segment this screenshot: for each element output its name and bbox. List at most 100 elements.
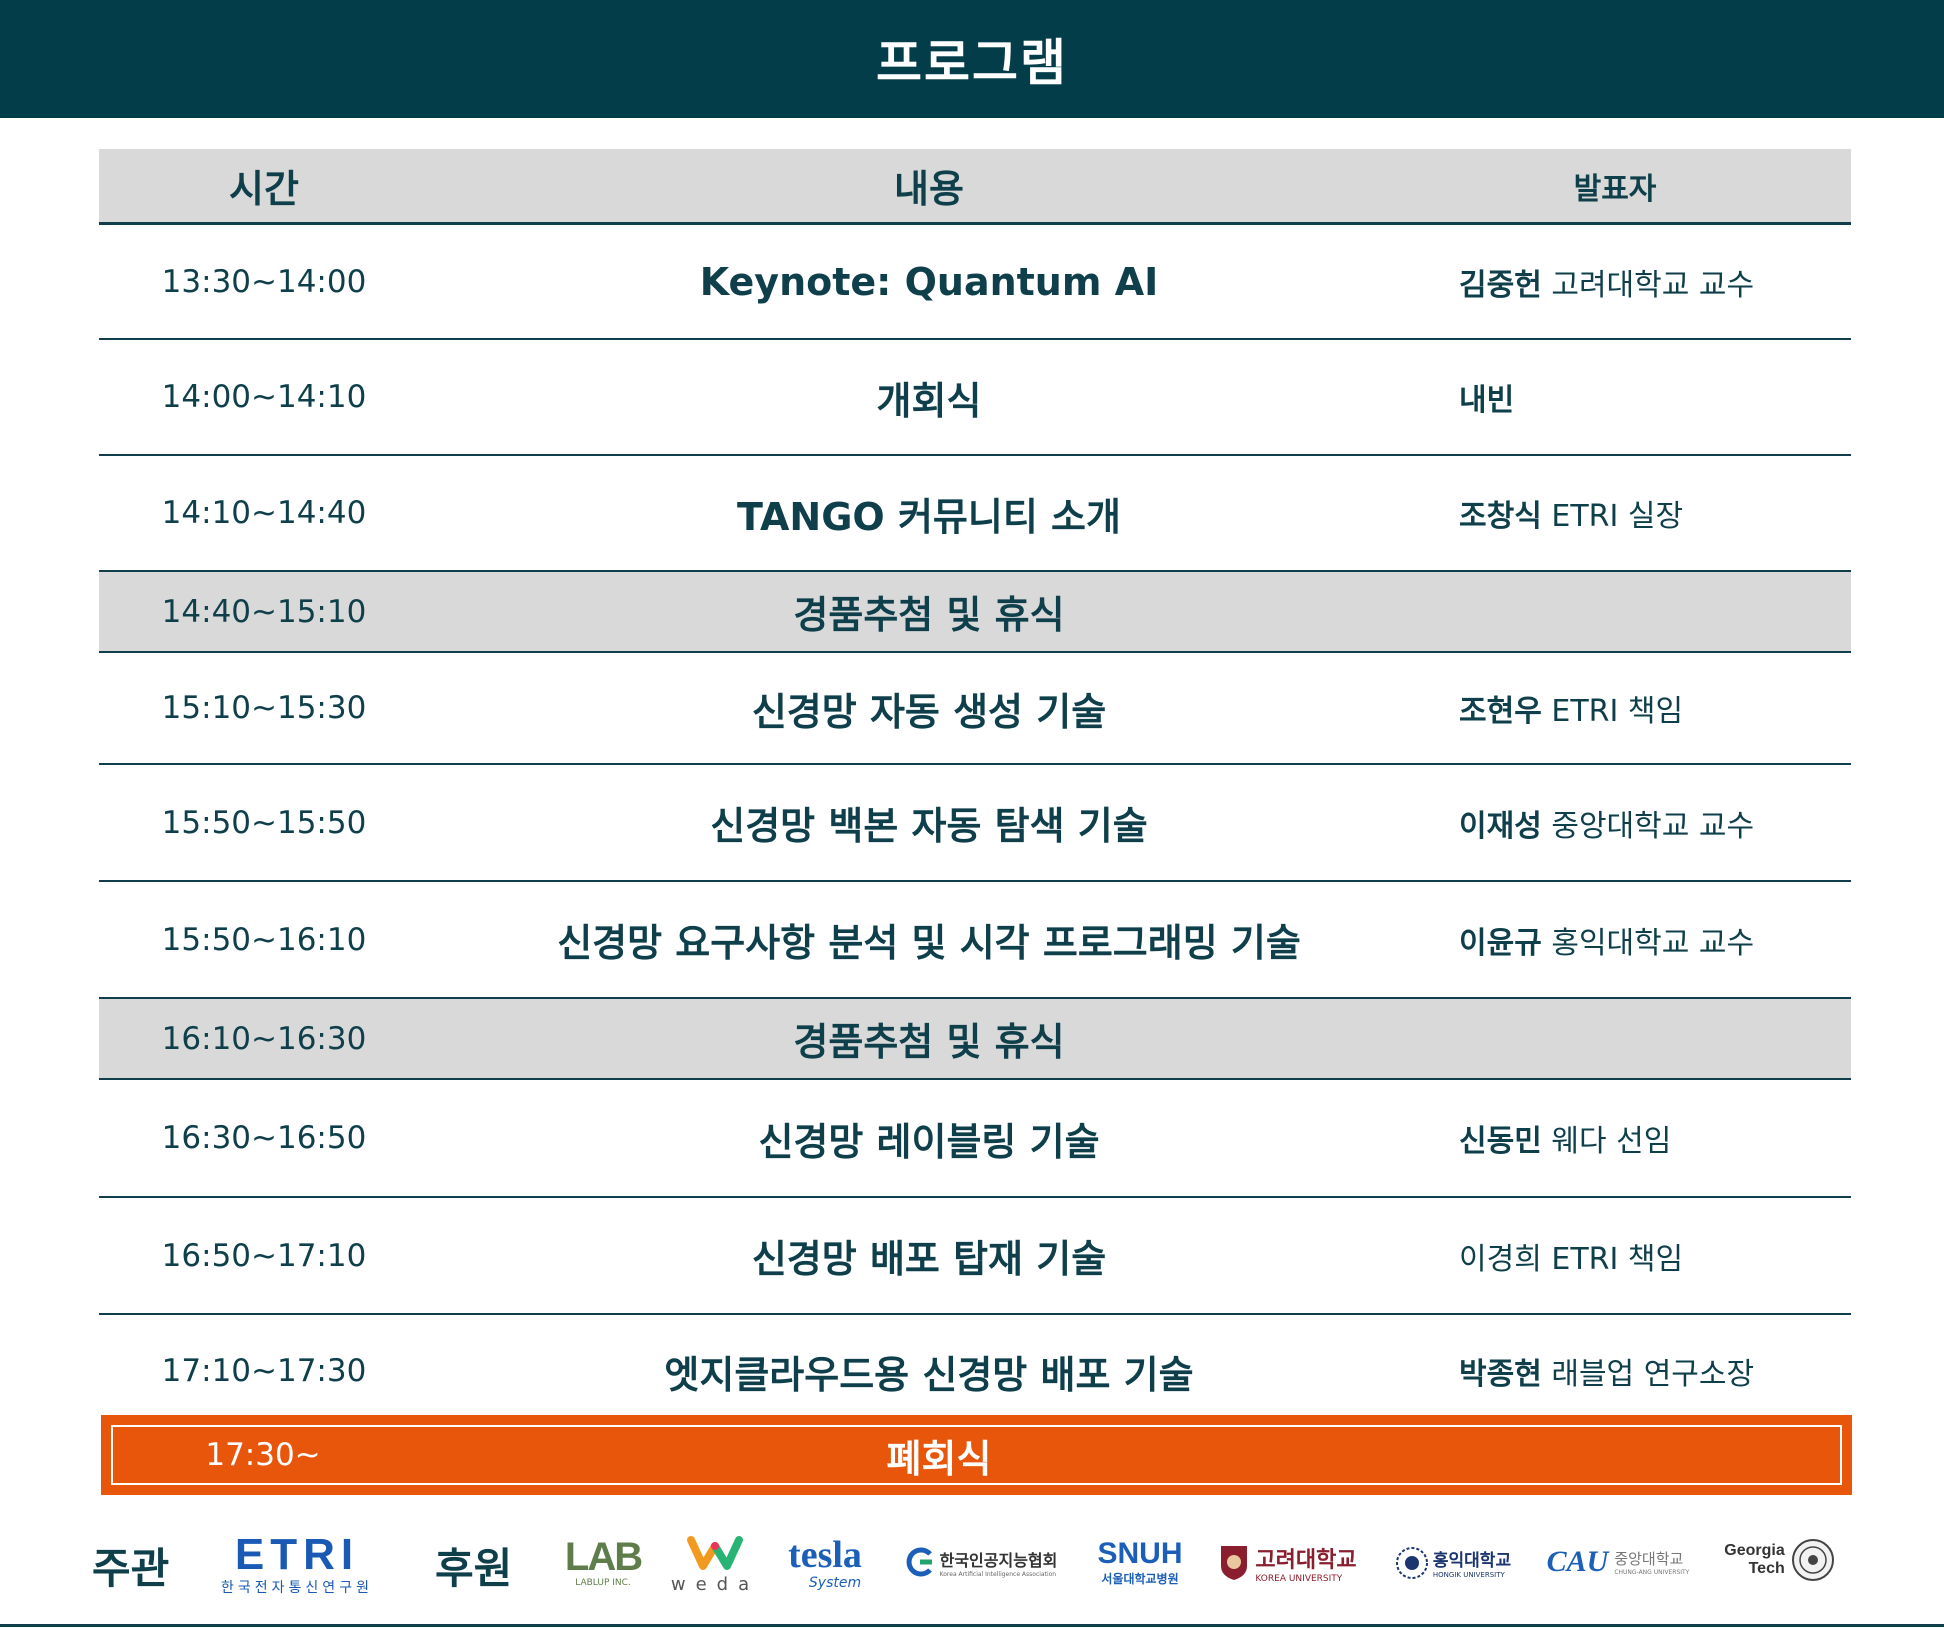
speaker-name: 이재성 xyxy=(1459,808,1542,844)
row-time: 16:10~16:30 xyxy=(161,1020,367,1057)
speaker-org: ETRI 책임 xyxy=(1551,1241,1684,1277)
row-content: 신경망 레이블링 기술 xyxy=(758,1119,1100,1164)
row-time: 15:10~15:30 xyxy=(161,690,367,726)
row-content: 신경망 배포 탑재 기술 xyxy=(751,1237,1107,1281)
snuh-logo-text: SNUH xyxy=(1097,1536,1183,1570)
row-time: 14:40~15:10 xyxy=(161,593,367,630)
row-content: 경품추첨 및 휴식 xyxy=(793,1020,1065,1064)
row-time: 13:30~14:00 xyxy=(161,263,367,300)
korea-univ-logo: 고려대학교 KOREA UNIVERSITY xyxy=(1213,1530,1363,1595)
speaker-name: 조현우 xyxy=(1459,694,1542,729)
speaker-name: 내빈 xyxy=(1459,383,1515,418)
speaker-name: 박종현 xyxy=(1459,1357,1542,1392)
hongik-univ-seal-icon xyxy=(1395,1546,1428,1579)
header-speaker: 발표자 xyxy=(1573,171,1657,207)
row-speaker: 이윤규 홍익대학교 교수 xyxy=(1429,918,1851,962)
table-row: 14:10~14:40 TANGO 커뮤니티 소개 조창식 ETRI 실장 xyxy=(99,456,1851,572)
kaia-logo: 한국인공지능협회 Korea Artificial Intelligence A… xyxy=(893,1537,1068,1587)
speaker-org: 중앙대학교 교수 xyxy=(1551,808,1755,844)
row-speaker: 신동민 웨다 선임 xyxy=(1429,1116,1851,1160)
row-time: 14:10~14:40 xyxy=(161,495,367,531)
row-content: 개회식 xyxy=(876,378,982,423)
row-speaker: 내빈 xyxy=(1429,375,1851,419)
cau-logo-name: 중앙대학교 xyxy=(1614,1550,1684,1568)
lablup-logo: LAB LABLUP INC. xyxy=(553,1527,653,1597)
table-row: 14:00~14:10 개회식 내빈 xyxy=(99,340,1851,456)
speaker-org: 웨다 선임 xyxy=(1551,1124,1672,1159)
row-time: 15:50~15:50 xyxy=(161,804,367,841)
etri-logo: ETRI 한국전자통신연구원 xyxy=(212,1525,382,1605)
speaker-name: 이경희 xyxy=(1459,1241,1542,1277)
gatech-seal-icon xyxy=(1791,1539,1834,1581)
row-content: 신경망 요구사항 분석 및 시각 프로그래밍 기술 xyxy=(557,921,1301,965)
tesla-system-logo: tesla System xyxy=(780,1520,870,1605)
kaia-logo-sub: Korea Artificial Intelligence Associatio… xyxy=(939,1570,1057,1578)
row-speaker: 이재성 중앙대학교 교수 xyxy=(1429,801,1851,845)
program-table: 시간 내용 발표자 13:30~14:00 Keynote: Quantum A… xyxy=(99,149,1851,1427)
row-content: TANGO 커뮤니티 소개 xyxy=(737,494,1121,539)
georgia-tech-logo: Georgia Tech xyxy=(1712,1530,1847,1590)
table-row: 13:30~14:00 Keynote: Quantum AI 김중헌 고려대학… xyxy=(99,225,1851,340)
speaker-name: 조창식 xyxy=(1459,499,1542,534)
gatech-logo-line2: Tech xyxy=(1748,1560,1785,1577)
row-time: 17:10~17:30 xyxy=(161,1353,367,1389)
cau-logo-sub: CHUNG-ANG UNIVERSITY xyxy=(1614,1569,1690,1576)
speaker-name: 이윤규 xyxy=(1459,925,1542,961)
snuh-logo: SNUH 서울대학교병원 xyxy=(1085,1527,1195,1597)
row-content: 신경망 백본 자동 탐색 기술 xyxy=(710,804,1148,848)
row-time: 14:00~14:10 xyxy=(161,379,367,415)
row-content: 엣지클라우드용 신경망 배포 기술 xyxy=(664,1352,1194,1397)
header-time: 시간 xyxy=(229,167,299,211)
title-bar: 프로그램 xyxy=(0,0,1944,118)
table-row: 17:10~17:30 엣지클라우드용 신경망 배포 기술 박종현 래블업 연구… xyxy=(99,1315,1851,1427)
speaker-org: 래블업 연구소장 xyxy=(1551,1357,1755,1392)
hongik-univ-logo-text: 홍익대학교 xyxy=(1432,1551,1512,1571)
table-header: 시간 내용 발표자 xyxy=(99,149,1851,225)
cau-logo: CAU 중앙대학교 CHUNG-ANG UNIVERSITY xyxy=(1538,1533,1698,1591)
weda-w-icon xyxy=(687,1536,743,1570)
etri-logo-text: ETRI xyxy=(234,1530,360,1579)
korea-univ-crest-icon xyxy=(1221,1545,1248,1580)
table-row: 15:50~16:10 신경망 요구사항 분석 및 시각 프로그래밍 기술 이윤… xyxy=(99,882,1851,999)
korea-univ-logo-text: 고려대학교 xyxy=(1255,1547,1357,1573)
tesla-logo-text: tesla xyxy=(788,1533,862,1576)
closing-frame: 17:30~ 폐회식 xyxy=(111,1425,1842,1485)
hongik-univ-logo-sub: HONGIK UNIVERSITY xyxy=(1432,1571,1505,1579)
sponsor-label: 후원 xyxy=(435,1544,513,1593)
speaker-org: 고려대학교 교수 xyxy=(1551,267,1755,303)
table-row: 16:50~17:10 신경망 배포 탑재 기술 이경희 ETRI 책임 xyxy=(99,1198,1851,1315)
closing-content: 폐회식 xyxy=(886,1436,992,1481)
row-speaker: 박종현 래블업 연구소장 xyxy=(1429,1349,1851,1393)
table-row-break: 16:10~16:30 경품추첨 및 휴식 xyxy=(99,999,1851,1080)
table-row: 16:30~16:50 신경망 레이블링 기술 신동민 웨다 선임 xyxy=(99,1080,1851,1198)
etri-logo-sub: 한국전자통신연구원 xyxy=(221,1580,373,1596)
table-row: 15:10~15:30 신경망 자동 생성 기술 조현우 ETRI 책임 xyxy=(99,653,1851,765)
row-time: 16:30~16:50 xyxy=(161,1120,367,1156)
closing-row: 17:30~ 폐회식 xyxy=(101,1415,1852,1495)
header-content: 내용 xyxy=(894,167,964,211)
footer: 주관 ETRI 한국전자통신연구원 후원 LAB LABLUP INC. wed… xyxy=(0,1505,1944,1615)
gatech-logo-line1: Georgia xyxy=(1724,1542,1785,1559)
row-speaker: 조창식 ETRI 실장 xyxy=(1429,491,1851,535)
snuh-logo-sub: 서울대학교병원 xyxy=(1101,1571,1179,1586)
page-title: 프로그램 xyxy=(876,34,1068,92)
speaker-name: 김중헌 xyxy=(1459,267,1542,303)
row-time: 15:50~16:10 xyxy=(161,921,367,958)
bottom-rule xyxy=(0,1624,1944,1627)
kaia-emblem-icon xyxy=(906,1547,932,1577)
row-speaker: 이경희 ETRI 책임 xyxy=(1429,1234,1851,1278)
kaia-logo-text: 한국인공지능협회 xyxy=(939,1550,1058,1570)
row-speaker: 조현우 ETRI 책임 xyxy=(1429,686,1851,730)
row-speaker: 김중헌 고려대학교 교수 xyxy=(1429,260,1851,304)
speaker-org: 홍익대학교 교수 xyxy=(1551,925,1755,961)
table-row-break: 14:40~15:10 경품추첨 및 휴식 xyxy=(99,572,1851,653)
host-label: 주관 xyxy=(92,1544,170,1593)
lablup-logo-text: LAB xyxy=(564,1535,643,1579)
weda-logo: weda xyxy=(665,1527,765,1602)
lablup-logo-sub: LABLUP INC. xyxy=(575,1578,631,1588)
weda-logo-text: weda xyxy=(670,1574,760,1595)
speaker-org: ETRI 책임 xyxy=(1551,694,1684,729)
row-content: 경품추첨 및 휴식 xyxy=(793,593,1065,637)
hongik-univ-logo: 홍익대학교 HONGIK UNIVERSITY xyxy=(1383,1535,1523,1590)
closing-time: 17:30~ xyxy=(205,1437,321,1473)
